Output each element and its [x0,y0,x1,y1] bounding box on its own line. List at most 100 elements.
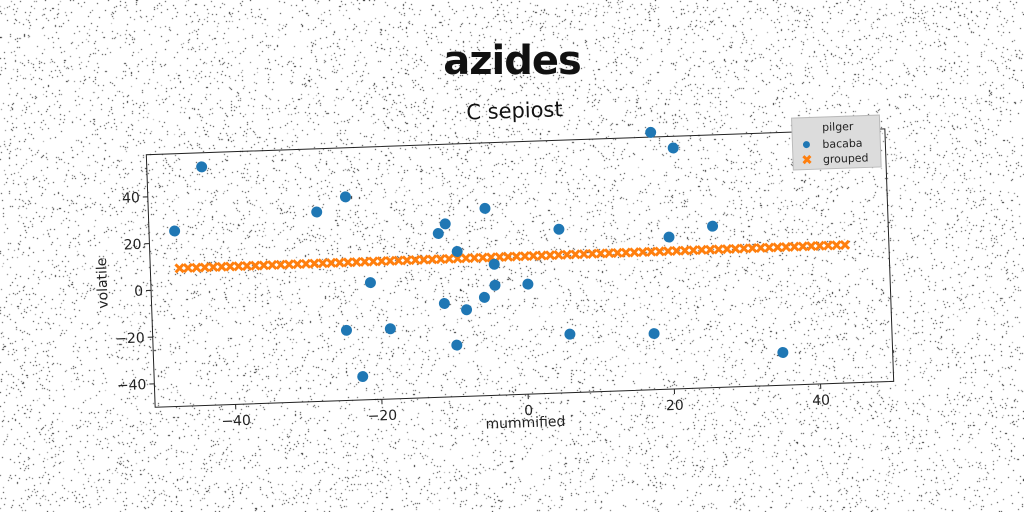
grouped-point [216,261,227,272]
grouped-point [713,244,724,255]
bacaba-point [663,231,675,243]
grouped-point [309,258,320,269]
bacaba-point [384,323,396,335]
bacaba-point [169,225,181,237]
bacaba-point [451,246,463,258]
grouped-point [435,253,446,265]
grouped-point [334,257,345,268]
y-axis-ticks: −40 −20 0 20 40 [115,190,155,394]
grouped-point [511,251,522,262]
grouped-point [283,259,295,270]
grouped-point [797,241,809,252]
grouped-point [612,247,623,259]
grouped-point [418,254,429,265]
legend: pilger bacaba grouped [791,114,882,171]
grouped-point [721,243,733,255]
grouped-point [671,245,682,257]
grouped-point [258,260,269,271]
legend-marker-grouped [802,154,812,165]
grouped-point [342,257,354,268]
plot-area-frame [145,128,895,408]
grouped-point [747,243,758,254]
grouped-point [822,240,834,251]
y-tick-label: −20 [115,330,145,347]
grouped-point [401,255,413,266]
bacaba-point [489,279,501,291]
grouped-point [224,261,236,272]
grouped-point [469,252,480,264]
bacaba-point [553,223,565,235]
bacaba-point [479,202,491,214]
bacaba-point [339,191,351,203]
grouped-point [637,246,648,258]
grouped-point [587,248,598,259]
chart-title: C sepiost [466,97,563,124]
grouped-point [646,246,657,257]
grouped-point [376,256,387,267]
figure-title: azides [443,38,582,84]
x-tick-label: −40 [221,413,251,430]
chart-body: −40 −20 0 20 40 −40 −20 0 20 40 mummified volati… [94,97,895,433]
grouped-point [578,248,590,260]
grouped-point [545,250,556,261]
x-tick-label: 20 [666,398,684,415]
grouped-point [806,240,817,252]
grouped-point [839,239,851,251]
grouped-point [393,255,404,266]
grouped-point [831,240,842,251]
y-axis-label: volatile [94,257,112,309]
grouped-point [368,256,379,267]
bacaba-point [488,258,500,270]
legend-box [791,114,882,171]
grouped-point [460,253,472,264]
grouped-point [300,258,312,269]
grouped-point [553,249,564,261]
grouped-point [384,255,396,267]
x-tick-label: −20 [367,408,397,425]
bacaba-point [777,346,789,358]
legend-label-bacaba: bacaba [822,137,863,151]
grouped-point [326,257,337,269]
bacaba-point [522,278,534,290]
grouped-point [275,259,286,270]
grouped-point [705,244,716,255]
x-axis-ticks: −40 −20 0 20 40 [221,383,830,430]
y-tick-label: 0 [134,284,143,300]
grouped-point [250,260,261,271]
grouped-point [755,242,766,254]
grouped-point [267,259,278,271]
grouped-point [519,251,531,262]
grouped-point [814,240,825,251]
grouped-point [191,262,202,273]
grouped-point [561,249,573,260]
grouped-point [410,254,421,266]
bacaba-point [461,304,473,316]
grouped-point [182,262,194,274]
grouped-point [730,243,741,254]
grouped-point [359,256,371,267]
grouped-point [772,242,783,253]
x-tick-label: 40 [812,393,830,410]
bacaba-point [196,161,208,173]
grouped-point [292,258,303,270]
x-tick-label: 0 [524,403,533,419]
x-axis-label: mummified [485,414,565,433]
bacaba-point [478,291,490,303]
y-tick-label: 40 [122,190,140,207]
grouped-point [427,254,438,265]
grouped-point [764,242,775,253]
grouped-point [233,261,244,272]
bacaba-point [451,339,463,351]
grouped-point [603,248,615,259]
grouped-point [738,243,750,254]
grouped-point [679,245,691,256]
grouped-point [662,245,674,257]
bacaba-point [439,218,451,230]
grouped-point [688,245,699,256]
grouped-point [620,247,632,258]
grouped-point [317,258,328,269]
grouped-point [351,256,362,268]
grouped-point [241,260,253,272]
